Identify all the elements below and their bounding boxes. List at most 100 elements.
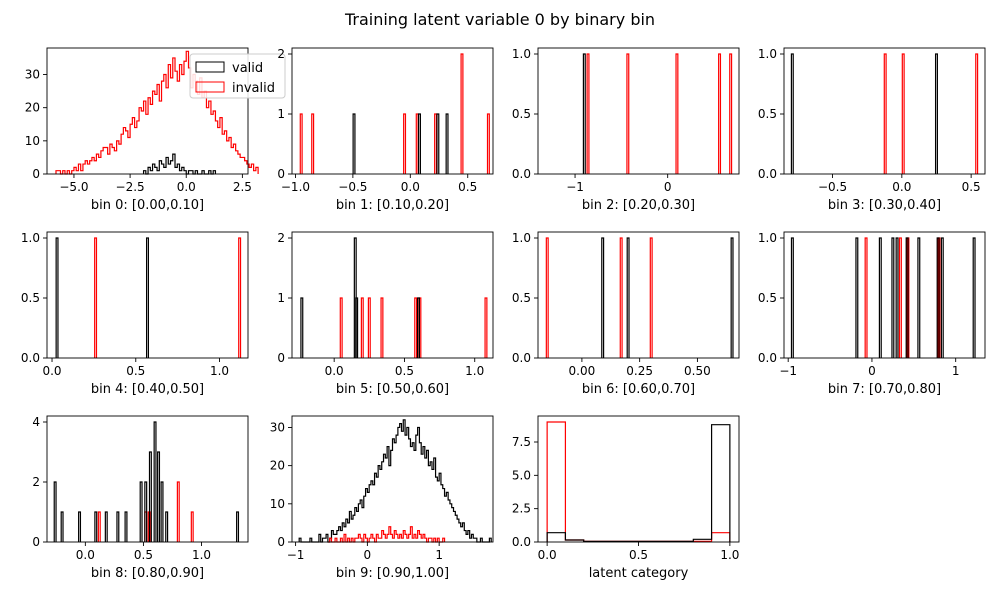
figure-title: Training latent variable 0 by binary bin (344, 10, 656, 29)
x-axis-label: bin 0: [0.00,0.10] (91, 198, 204, 213)
y-tick-label: 7.5 (512, 435, 531, 449)
x-tick-label: 0.0 (76, 548, 95, 562)
y-tick-label: 10 (25, 134, 40, 148)
x-tick-label: 0.5 (395, 364, 414, 378)
series-valid-panel-9 (298, 419, 492, 543)
x-tick-label: 1 (435, 548, 443, 562)
series-invalid-panel-0 (55, 50, 259, 175)
series-valid-panel-5 (300, 237, 421, 358)
x-axis-label: bin 2: [0.20,0.30] (582, 198, 695, 213)
y-tick-label: 20 (25, 101, 40, 115)
series-valid-panel-8 (53, 421, 240, 542)
panel-5: 0.0 0.5 1.0 0 1 2 bin 5: [0.50,0.60] (277, 231, 494, 397)
y-tick-label: 1.0 (758, 47, 777, 61)
panel-2: −1 0 0.0 0.5 1.0 bin 2: [0.20,0.30] (512, 47, 740, 213)
series-invalid-panel-5 (339, 297, 488, 358)
x-tick-label: 0 (664, 180, 672, 194)
x-tick-label: 0 (868, 364, 876, 378)
x-tick-label: 1.0 (192, 548, 211, 562)
series-valid-panel-1 (352, 113, 449, 174)
x-tick-label: 0.0 (401, 180, 420, 194)
axes-frame (537, 47, 740, 175)
x-tick-label: −0.5 (818, 180, 847, 194)
y-tick-label: 0.0 (758, 351, 777, 365)
axes-frame (46, 415, 249, 543)
y-tick-label: 0.5 (758, 291, 777, 305)
series-invalid-panel-9 (327, 526, 446, 543)
panel-1: −1.0 −0.5 0.0 0.5 0 1 2 bin 1: [0.10,0.20] (277, 47, 494, 213)
y-tick-label: 4 (32, 415, 40, 429)
x-tick-label: 0.0 (177, 180, 196, 194)
x-tick-label: 0.5 (458, 180, 477, 194)
series-valid-panel-2 (582, 53, 586, 174)
y-tick-label: 2 (32, 475, 40, 489)
x-tick-label: 0.25 (626, 364, 653, 378)
axes-frame (291, 415, 494, 543)
x-axis-label: bin 5: [0.50,0.60] (336, 382, 449, 397)
x-tick-label: 0 (364, 548, 372, 562)
x-tick-label: −1 (779, 364, 797, 378)
x-tick-label: 0.50 (684, 364, 711, 378)
legend: valid invalid (189, 53, 286, 99)
y-tick-label: 5.0 (512, 468, 531, 482)
y-tick-label: 2 (277, 231, 285, 245)
axes-frame (46, 231, 249, 359)
series-invalid-panel-8 (97, 481, 194, 542)
x-tick-label: −2.5 (116, 180, 145, 194)
y-tick-label: 30 (25, 68, 40, 82)
legend-swatch-invalid (195, 81, 225, 93)
x-tick-label: −1 (566, 180, 584, 194)
y-tick-label: 0.5 (758, 107, 777, 121)
x-tick-label: 0.0 (325, 364, 344, 378)
series-invalid-panel-6 (545, 237, 653, 358)
x-tick-label: 0.5 (629, 548, 648, 562)
y-tick-label: 2 (277, 47, 285, 61)
x-tick-label: 1.0 (465, 364, 484, 378)
series-invalid-panel-2 (586, 53, 733, 174)
x-tick-label: 1 (952, 364, 960, 378)
series-valid-panel-4 (55, 237, 150, 358)
x-axis-label: latent category (589, 566, 689, 581)
legend-box (189, 53, 286, 99)
y-tick-label: 1.0 (21, 231, 40, 245)
panel-6: 0.00 0.25 0.50 0.0 0.5 1.0 bin 6: [0.60,0.70] (512, 231, 740, 397)
y-tick-label: 1 (277, 107, 285, 121)
legend-swatch-valid (195, 61, 225, 73)
y-tick-label: 0 (277, 351, 285, 365)
x-tick-label: 0.5 (134, 548, 153, 562)
x-axis-label: bin 3: [0.30,0.40] (828, 198, 941, 213)
y-tick-label: 0.0 (512, 351, 531, 365)
legend-label-valid: valid (232, 61, 263, 76)
series-valid-panel-10 (546, 424, 731, 542)
y-tick-label: 0 (277, 535, 285, 549)
series-invalid-panel-3 (883, 53, 979, 174)
x-tick-label: 0.5 (126, 364, 145, 378)
x-axis-label: bin 6: [0.60,0.70] (582, 382, 695, 397)
panel-4: 0.0 0.5 1.0 0.0 0.5 1.0 bin 4: [0.40,0.50] (21, 231, 249, 397)
x-axis-label: bin 7: [0.70,0.80] (828, 382, 941, 397)
y-tick-label: 10 (270, 497, 285, 511)
x-tick-label: −1 (287, 548, 305, 562)
y-tick-label: 0.0 (512, 535, 531, 549)
x-tick-label: 0.5 (962, 180, 981, 194)
x-tick-label: −0.5 (338, 180, 367, 194)
series-valid-panel-3 (790, 53, 938, 174)
y-tick-label: 2.5 (512, 502, 531, 516)
y-tick-label: 20 (270, 459, 285, 473)
y-tick-label: 0.5 (512, 107, 531, 121)
series-invalid-panel-7 (864, 237, 941, 358)
y-tick-label: 1 (277, 291, 285, 305)
y-tick-label: 0.0 (512, 167, 531, 181)
x-tick-label: 0.00 (569, 364, 596, 378)
series-valid-panel-0 (142, 153, 217, 175)
x-tick-label: −5.0 (59, 180, 88, 194)
x-tick-label: −1.0 (281, 180, 310, 194)
x-tick-label: 1.0 (720, 548, 739, 562)
axes-frame (291, 47, 494, 175)
x-tick-label: 1.0 (210, 364, 229, 378)
series-invalid-panel-1 (299, 53, 490, 174)
series-invalid-panel-10 (546, 421, 731, 542)
x-tick-label: 2.5 (233, 180, 252, 194)
y-tick-label: 30 (270, 420, 285, 434)
